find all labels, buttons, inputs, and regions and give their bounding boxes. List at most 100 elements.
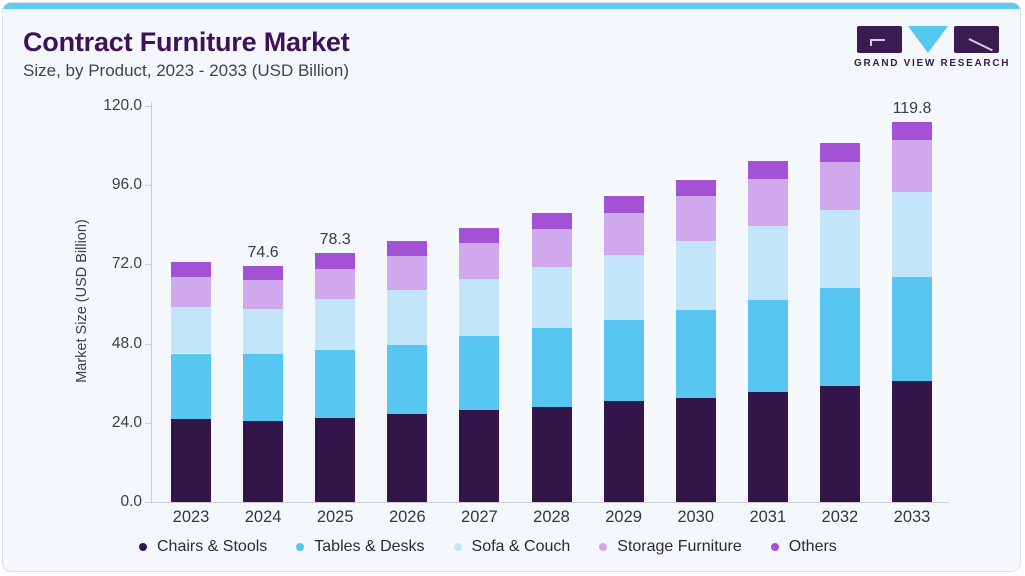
bar-total-label: 74.6 [247,243,279,261]
bar-segment-tables-desks [892,277,932,382]
bar-segment-storage-furniture [603,212,644,255]
bar-segment-others [315,253,356,269]
bar-segment-tables-desks [603,319,644,402]
bar-segment-sofa-couch [747,226,788,301]
logo-text: GRAND VIEW RESEARCH [854,58,1011,69]
legend-item-label: Chairs & Stools [157,538,268,555]
legend-dot-icon [770,543,779,551]
bar-segment-others [892,121,932,140]
bar-segment-chairs-stools [315,418,356,502]
gvr-logo-icon [854,26,1002,53]
legend-item-others: Others [770,538,837,556]
bar-segment-sofa-couch [171,306,211,354]
y-axis-title: Market Size (USD Billion) [74,219,90,383]
bar-segment-chairs-stools [387,413,428,502]
bar-segment-others [747,161,788,180]
bar-segment-sofa-couch [315,299,356,351]
page-title: Contract Furniture Market [23,27,350,57]
y-tick-mark [145,185,151,187]
bar-segment-chairs-stools [675,397,716,502]
x-tick-label: 2030 [677,508,715,526]
bar-segment-sofa-couch [243,308,284,355]
legend-dot-icon [139,543,147,551]
bar-segment-tables-desks [171,353,211,419]
accent-bar [3,3,1020,9]
bar-segment-tables-desks [675,309,716,398]
bar-segment-tables-desks [459,335,500,410]
bar-segment-others [459,227,500,244]
bar-segment-chairs-stools [892,381,932,502]
bar-segment-chairs-stools [459,409,500,502]
legend: Chairs & Stools Tables & Desks Sofa & Couc… [139,538,837,556]
y-tick-mark [145,343,151,345]
bar-segment-others [387,240,428,256]
bar-segment-chairs-stools [171,418,211,502]
gvr-logo: GRAND VIEW RESEARCH [854,26,1011,69]
bar-segment-sofa-couch [387,290,428,345]
bar-segment-tables-desks [747,300,788,393]
bar-total-label: 119.8 [892,99,932,117]
bar-segment-storage-furniture [675,196,716,242]
legend-dot-icon [453,543,462,551]
legend-item-storage-furniture: Storage Furniture [599,538,742,556]
bar-segment-tables-desks [819,288,860,387]
x-tick-label: 2025 [316,508,354,526]
legend-item-tables-desks: Tables & Desks [296,538,425,556]
legend-dot-icon [296,543,305,551]
legend-item-label: Storage Furniture [617,538,742,555]
y-tick-mark [145,264,151,266]
bar-total-label: 78.3 [319,231,351,249]
y-tick-mark [145,422,151,424]
bar-segment-others [819,142,860,162]
bar-segment-storage-furniture [171,276,211,307]
bar-segment-storage-furniture [892,139,932,193]
legend-item-label: Others [788,538,837,555]
bar-segment-others [171,262,211,277]
bar-segment-sofa-couch [892,192,932,278]
legend-item-sofa-couch: Sofa & Couch [453,538,571,556]
bar-segment-sofa-couch [819,209,860,289]
y-tick-mark [145,106,151,107]
bar-segment-sofa-couch [531,267,572,328]
y-tick-label: 24.0 [111,413,142,431]
legend-item-label: Tables & Desks [314,538,425,555]
x-tick-label: 2032 [821,508,859,526]
legend-dot-icon [599,543,608,551]
y-tick-label: 72.0 [111,255,142,273]
bar-segment-others [531,212,572,230]
bar-segment-storage-furniture [747,179,788,227]
x-tick-label: 2027 [461,508,498,526]
x-tick-label: 2024 [244,508,282,526]
x-tick-label: 2033 [893,508,931,526]
bar-segment-others [675,179,716,197]
bar-segment-sofa-couch [675,241,716,310]
page-subtitle: Size, by Product, 2023 - 2033 (USD Billi… [23,61,349,80]
bar-segment-storage-furniture [459,243,500,279]
logo-g-block-icon [857,26,902,53]
logo-v-triangle-icon [908,26,948,53]
legend-item-label: Sofa & Couch [471,538,571,555]
bar-segment-storage-furniture [819,161,860,210]
x-tick-label: 2023 [172,508,210,526]
y-tick-label: 96.0 [111,176,142,194]
y-tick-label: 120.0 [103,97,142,114]
bar-segment-chairs-stools [603,401,644,502]
y-tick-mark [145,502,151,503]
bar-segment-others [603,196,644,213]
y-axis-line [151,102,152,502]
bar-segment-chairs-stools [747,392,788,502]
bar-segment-tables-desks [243,354,284,422]
x-tick-label: 2026 [388,508,426,526]
stacked-bar-chart: Market Size (USD Billion) 0.0 24.0 48.0 72.… [3,3,1020,571]
bar-segment-sofa-couch [459,278,500,336]
bar-segment-storage-furniture [243,279,284,309]
bar-segment-chairs-stools [531,406,572,502]
x-tick-label: 2028 [533,508,570,526]
bar-segment-tables-desks [387,344,428,414]
bar-segment-storage-furniture [387,255,428,291]
bar-segment-chairs-stools [819,386,860,502]
y-tick-label: 48.0 [111,334,142,352]
bar-segment-others [243,265,284,280]
bar-segment-sofa-couch [603,254,644,320]
